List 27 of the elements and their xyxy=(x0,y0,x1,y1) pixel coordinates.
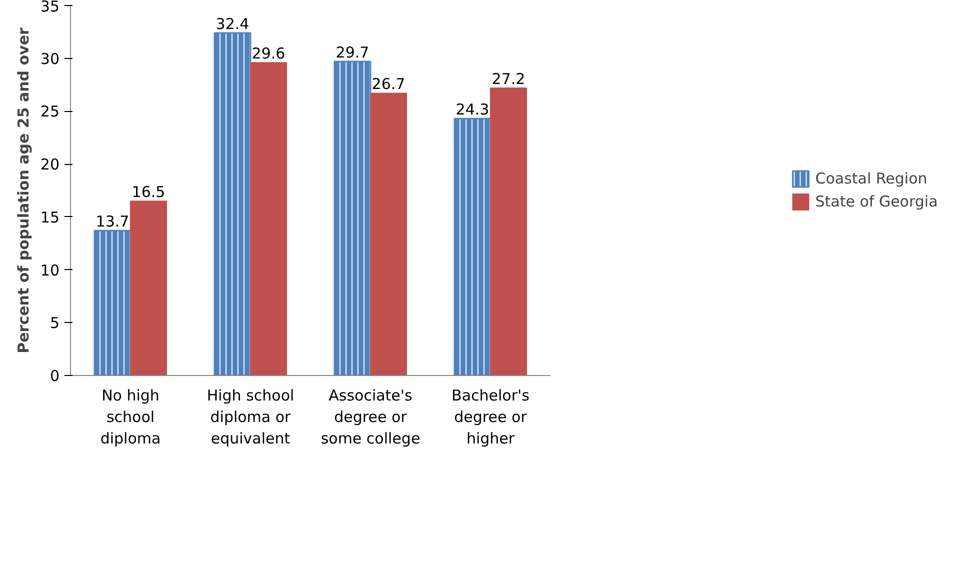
data-label: 26.7 xyxy=(372,75,406,94)
y-tick-label: 25 xyxy=(40,102,60,121)
x-tick-label: Associate's degree or some college xyxy=(320,386,420,448)
data-label: 29.6 xyxy=(252,44,286,63)
y-tick-label: 5 xyxy=(50,314,60,332)
data-label: 27.2 xyxy=(492,70,526,88)
y-tick-label: 10 xyxy=(40,261,60,280)
x-tick-label: Bachelor's degree or higher xyxy=(452,386,530,448)
y-axis-title: Percent of population age 25 and over xyxy=(14,27,32,354)
data-label: 13.7 xyxy=(96,212,130,231)
y-tick-label: 35 xyxy=(40,0,60,16)
legend-label: Coastal Region xyxy=(815,170,928,188)
bar xyxy=(490,87,527,376)
bar xyxy=(250,62,287,376)
y-tick-label: 30 xyxy=(40,50,60,68)
x-tick-label: No high school diploma xyxy=(100,386,161,448)
y-tick-label: 20 xyxy=(40,156,60,174)
bar xyxy=(130,200,167,376)
data-label: 24.3 xyxy=(456,100,490,119)
y-tick-label: 15 xyxy=(40,208,60,226)
y-tick-label: 0 xyxy=(50,367,60,385)
legend-label: State of Georgia xyxy=(815,192,938,210)
data-label: 16.5 xyxy=(132,183,166,202)
data-label: 32.4 xyxy=(216,14,250,33)
data-label: 29.7 xyxy=(336,44,370,62)
bar xyxy=(370,92,407,376)
x-tick-label: High school diploma or equivalent xyxy=(206,386,294,448)
